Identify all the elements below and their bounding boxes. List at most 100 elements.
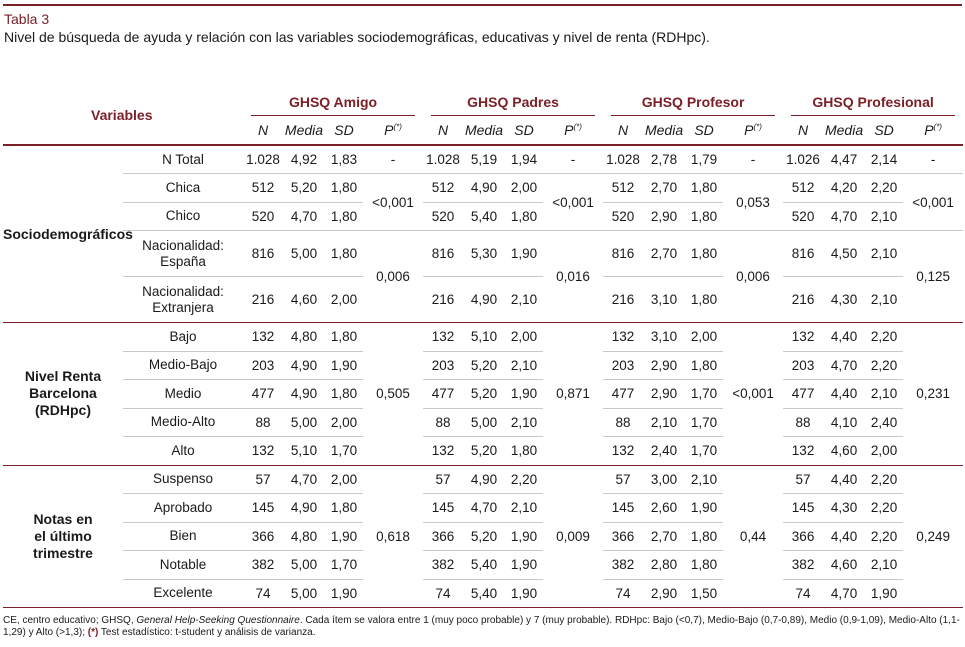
data-cell: 1,80 — [325, 173, 363, 203]
data-cell: 816 — [243, 230, 283, 277]
row-label: Bajo — [123, 322, 243, 352]
section-label-line: Nivel Renta — [24, 368, 102, 385]
p-value: 0,249 — [903, 465, 964, 608]
data-cell: 5,30 — [463, 230, 506, 277]
p-label: P — [744, 122, 754, 138]
data-cell: 382 — [423, 550, 464, 580]
column-header: Media — [643, 116, 686, 146]
data-cell: 366 — [783, 522, 824, 551]
data-cell: 4,40 — [823, 522, 866, 551]
data-cell: 203 — [243, 351, 283, 380]
table-row: Aprobado 145 4,90 1,80 145 4,70 2,10 145 2,60 1,9… — [3, 493, 963, 523]
p-superscript: (*) — [573, 122, 582, 132]
data-cell: 2,90 — [643, 202, 686, 231]
data-cell: 5,00 — [283, 230, 325, 277]
data-cell: 5,00 — [283, 408, 325, 437]
data-cell: 2,90 — [643, 579, 686, 608]
data-cell: 4,80 — [283, 322, 325, 352]
p-value: 0,006 — [363, 230, 424, 323]
data-cell: 520 — [423, 202, 464, 231]
data-cell: 2,70 — [643, 173, 686, 203]
data-cell: 2,20 — [865, 522, 904, 551]
data-cell: 4,40 — [823, 379, 866, 409]
data-cell: 2,10 — [505, 408, 544, 437]
p-value: <0,001 — [723, 322, 784, 466]
p-value: <0,001 — [903, 173, 964, 231]
data-cell: 520 — [603, 202, 644, 231]
section-label-line: el último — [34, 527, 92, 544]
data-cell: 132 — [243, 436, 283, 466]
data-cell: 1,80 — [685, 202, 724, 231]
data-cell: 4,40 — [823, 322, 866, 352]
p-value: 0,231 — [903, 322, 964, 466]
data-cell: 5,10 — [463, 322, 506, 352]
data-cell: 5,00 — [283, 550, 325, 580]
data-cell: 2,78 — [643, 145, 686, 174]
data-cell: 2,70 — [643, 522, 686, 551]
data-cell: 132 — [423, 322, 464, 352]
data-cell: 4,70 — [823, 351, 866, 380]
table-row: Chico 520 4,70 1,80 520 5,40 1,80 520 2,90 1,80 52… — [3, 202, 963, 231]
data-cell: 57 — [603, 465, 644, 494]
data-cell: 3,10 — [643, 276, 686, 323]
data-cell: 5,40 — [463, 550, 506, 580]
data-cell: 4,10 — [823, 408, 866, 437]
data-cell: 477 — [603, 379, 644, 409]
column-header: N — [243, 116, 283, 146]
group-header: GHSQ Padres — [423, 86, 603, 116]
data-cell: 203 — [423, 351, 464, 380]
data-cell: 2,10 — [643, 408, 686, 437]
note-text: . Cada ítem se valora entre 1 (muy poco … — [3, 615, 960, 638]
data-cell: 2,60 — [643, 493, 686, 523]
data-cell: 5,20 — [463, 522, 506, 551]
data-cell: 512 — [423, 173, 464, 203]
data-cell: 4,50 — [823, 230, 866, 277]
column-header: P(*) — [363, 116, 424, 146]
section-label: Nivel Renta Barcelona (RDHpc) — [3, 322, 123, 466]
data-cell: 520 — [243, 202, 283, 231]
table-row: Bien 366 4,80 1,90 366 5,20 1,90 366 2,70 1,80 366… — [3, 522, 963, 551]
data-cell: 88 — [423, 408, 464, 437]
data-cell: 1,90 — [505, 379, 544, 409]
data-cell: 477 — [783, 379, 824, 409]
p-value: - — [723, 145, 784, 174]
data-cell: 382 — [243, 550, 283, 580]
data-cell: 5,10 — [283, 436, 325, 466]
data-cell: 1,70 — [685, 379, 724, 409]
data-cell: 4,30 — [823, 493, 866, 523]
table-row: Notas en el último trimestre Suspenso 57 4,70… — [3, 465, 964, 608]
table-row: Nacionalidad: Extranjera 216 4,60 2,00 216 4,… — [3, 276, 963, 323]
p-value: 0,016 — [543, 230, 604, 323]
data-cell: 2,10 — [865, 230, 904, 277]
data-cell: 1,80 — [505, 202, 544, 231]
group-title: GHSQ Padres — [431, 86, 596, 116]
data-cell: 2,20 — [865, 322, 904, 352]
data-cell: 1,80 — [325, 379, 363, 409]
data-cell: 2,14 — [865, 145, 904, 174]
row-label: Chico — [123, 202, 243, 231]
section-label: Notas en el último trimestre — [3, 465, 123, 608]
data-cell: 4,40 — [823, 465, 866, 494]
top-rule — [3, 4, 962, 6]
data-cell: 1,70 — [325, 436, 363, 466]
data-cell: 4,70 — [463, 493, 506, 523]
row-label: Nacionalidad: Extranjera — [123, 276, 243, 323]
data-cell: 1,94 — [505, 145, 544, 174]
p-value: 0,618 — [363, 465, 424, 608]
note-text: CE, centro educativo; GHSQ, — [3, 615, 137, 626]
data-cell: 203 — [783, 351, 824, 380]
data-cell: 145 — [603, 493, 644, 523]
data-cell: 520 — [783, 202, 824, 231]
data-cell: 2,20 — [505, 465, 544, 494]
column-header: P(*) — [543, 116, 604, 146]
table-title: Nivel de búsqueda de ayuda y relación co… — [4, 29, 710, 45]
data-cell: 2,00 — [865, 436, 904, 466]
data-cell: 1,90 — [325, 579, 363, 608]
row-label: Excelente — [123, 579, 243, 608]
section-label-line: Barcelona — [29, 385, 97, 402]
data-cell: 2,10 — [865, 276, 904, 323]
data-cell: 382 — [783, 550, 824, 580]
data-cell: 1,70 — [685, 436, 724, 466]
